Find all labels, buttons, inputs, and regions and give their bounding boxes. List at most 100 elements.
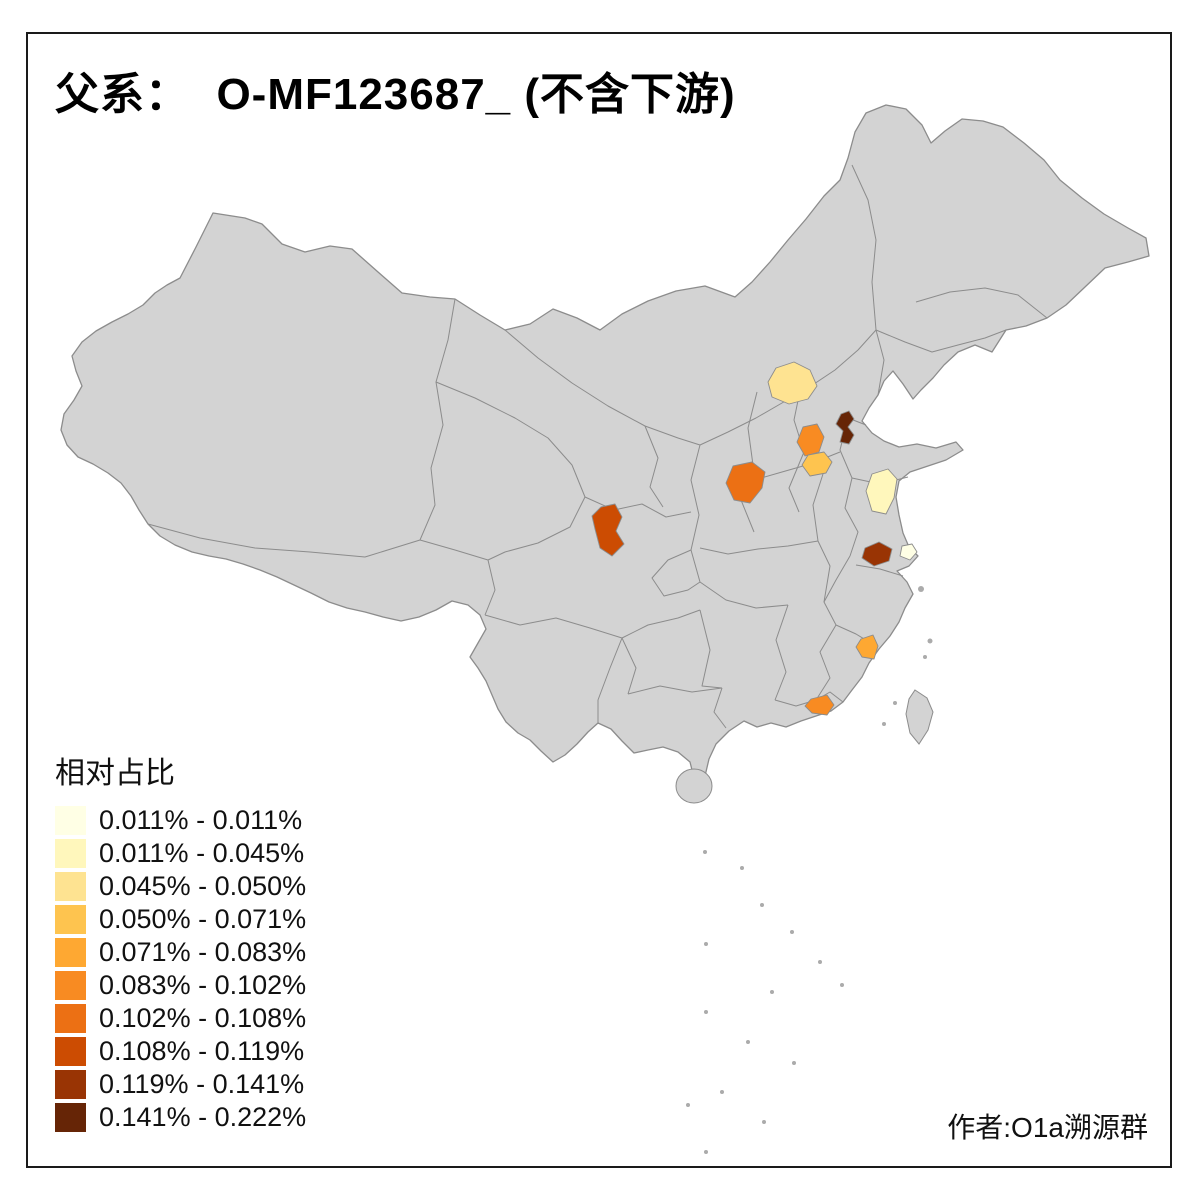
- province-border-line: [774, 604, 789, 701]
- legend-swatch: [55, 839, 86, 868]
- map-title: 父系： O-MF123687_ (不含下游): [55, 70, 736, 119]
- region-northwest-shandong-dark: [835, 410, 855, 445]
- province-border-line: [147, 523, 421, 558]
- legend-label: 0.119% - 0.141%: [99, 1069, 305, 1099]
- legend-swatch: [55, 971, 86, 1000]
- legend-label: 0.141% - 0.222%: [99, 1102, 307, 1132]
- province-borders: [147, 164, 1048, 729]
- province-border-line: [644, 425, 664, 508]
- island-speck: [818, 960, 822, 964]
- island-speck: [790, 930, 794, 934]
- island-speck: [770, 990, 774, 994]
- legend-row: 0.102% - 0.108%: [55, 1003, 307, 1033]
- attribution: 作者:O1a溯源群: [947, 1112, 1148, 1143]
- province-border-line: [621, 609, 701, 639]
- legend-row: 0.045% - 0.050%: [55, 871, 307, 901]
- highlight-regions: [591, 361, 918, 716]
- province-border-line: [627, 685, 723, 695]
- legend-swatch: [55, 1103, 86, 1132]
- legend-swatch: [55, 938, 86, 967]
- legend-swatch: [55, 905, 86, 934]
- country-shape: [60, 104, 1150, 794]
- legend: 相对占比 0.011% - 0.011% 0.011% - 0.045% 0.045…: [55, 748, 306, 1136]
- legend-label: 0.108% - 0.119%: [99, 1036, 305, 1066]
- island-speck: [746, 1040, 750, 1044]
- legend-row: 0.050% - 0.071%: [55, 904, 307, 934]
- region-shanghai-east-pale: [899, 543, 918, 561]
- province-border-line: [484, 614, 623, 639]
- island-speck: [704, 1150, 708, 1154]
- legend-swatch: [55, 1037, 86, 1066]
- province-border-line: [699, 540, 819, 555]
- province-border-line: [817, 540, 831, 603]
- region-east-guangdong-orange: [804, 694, 835, 716]
- legend-label: 0.050% - 0.071%: [99, 904, 307, 934]
- island-speck: [703, 850, 707, 854]
- province-border-line: [651, 549, 701, 597]
- province-border-line: [597, 637, 623, 723]
- province-border-line: [875, 329, 1007, 353]
- china-outline: [60, 104, 1150, 794]
- region-central-sichuan-dark: [591, 503, 625, 557]
- region-north-china-pale: [767, 361, 818, 405]
- island-speck: [927, 638, 933, 644]
- province-border-line: [812, 473, 824, 542]
- island-speck: [923, 655, 927, 659]
- province-border-line: [713, 687, 727, 729]
- province-border-line: [844, 477, 859, 557]
- legend-row: 0.108% - 0.119%: [55, 1036, 306, 1066]
- region-central-jiangsu-pale: [865, 468, 898, 515]
- legend-label: 0.045% - 0.050%: [99, 871, 307, 901]
- province-border-line: [851, 164, 877, 331]
- province-border-line: [621, 637, 637, 695]
- legend-swatch: [55, 1004, 86, 1033]
- island-speck: [740, 866, 744, 870]
- legend-label: 0.102% - 0.108%: [99, 1003, 307, 1033]
- legend-row: 0.011% - 0.045%: [55, 838, 306, 868]
- province-border-line: [504, 329, 701, 446]
- taiwan-island: [905, 689, 934, 745]
- legend-title: 相对占比: [55, 757, 175, 790]
- island-speck: [704, 942, 708, 946]
- island-speck: [686, 1103, 690, 1107]
- legend-row: 0.083% - 0.102%: [55, 970, 307, 1000]
- sea-island-specks: [686, 586, 933, 1154]
- province-border-line: [915, 287, 1048, 319]
- island-speck: [840, 983, 844, 987]
- legend-swatch: [55, 872, 86, 901]
- legend-row: 0.119% - 0.141%: [55, 1069, 306, 1099]
- legend-label: 0.071% - 0.083%: [99, 937, 307, 967]
- legend-row: 0.141% - 0.222%: [55, 1102, 307, 1132]
- island-speck: [762, 1120, 766, 1124]
- legend-label: 0.083% - 0.102%: [99, 970, 307, 1000]
- legend-row: 0.071% - 0.083%: [55, 937, 307, 967]
- legend-entries: 0.011% - 0.011% 0.011% - 0.045% 0.045% - 0…: [55, 805, 307, 1132]
- island-speck: [893, 701, 897, 705]
- province-border-line: [699, 581, 789, 609]
- province-border-line: [823, 555, 851, 626]
- island-speck: [704, 1010, 708, 1014]
- island-speck: [792, 1061, 796, 1065]
- province-border-line: [855, 564, 904, 577]
- region-coastal-fujian-amber: [855, 634, 879, 660]
- province-border-line: [584, 496, 692, 518]
- region-north-henan-amber: [801, 451, 833, 477]
- province-border-line: [875, 329, 885, 396]
- hainan-island: [675, 768, 713, 804]
- province-border-line: [435, 381, 586, 561]
- legend-swatch: [55, 1070, 86, 1099]
- legend-label: 0.011% - 0.045%: [99, 838, 305, 868]
- island-speck: [918, 586, 924, 592]
- region-shanghai-west-dark: [861, 541, 893, 567]
- province-border-line: [419, 298, 456, 541]
- legend-swatch: [55, 806, 86, 835]
- province-border-line: [815, 624, 837, 701]
- province-border-line: [699, 609, 723, 689]
- region-south-hebei-orange: [796, 423, 825, 457]
- legend-row: 0.011% - 0.011%: [55, 805, 306, 835]
- legend-label: 0.011% - 0.011%: [99, 805, 303, 835]
- region-south-shanxi-orange: [725, 461, 766, 504]
- province-border-line: [690, 444, 701, 583]
